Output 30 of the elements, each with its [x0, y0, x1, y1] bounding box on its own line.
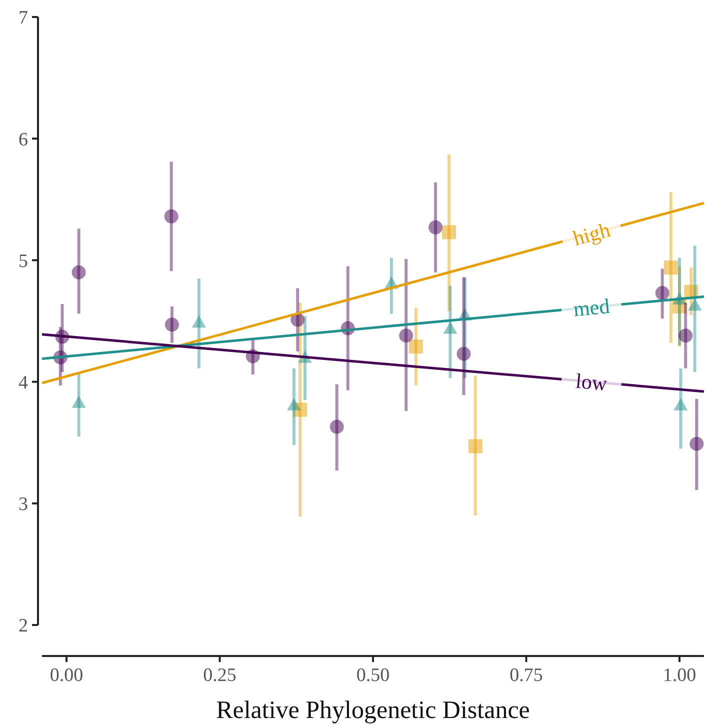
x-tick-label: 0.75: [510, 665, 543, 686]
point: [164, 209, 178, 224]
x-tick-label: 0.25: [203, 665, 236, 686]
point: [290, 312, 305, 327]
point: [164, 318, 179, 332]
y-tick-label: 5: [18, 250, 28, 272]
text: high: [570, 217, 614, 250]
point: [442, 225, 456, 240]
point: [72, 265, 86, 280]
point: [664, 260, 678, 274]
x-axis-title: Relative Phylogenetic Distance: [216, 697, 530, 724]
point: [468, 439, 482, 454]
y-tick-label: 3: [18, 494, 28, 516]
point: [330, 420, 344, 434]
x-tick-label: 0.00: [50, 665, 84, 686]
point: [456, 346, 471, 361]
point: [408, 340, 423, 354]
point: [428, 220, 443, 234]
point: [399, 328, 414, 343]
text: med: [572, 294, 612, 322]
series-label: low: [574, 368, 609, 396]
y-tick-label: 6: [18, 129, 28, 150]
y-tick-label: 2: [18, 616, 28, 637]
point: [690, 436, 704, 451]
x-tick-label: 0.50: [356, 665, 390, 686]
x-tick-label: 1.00: [662, 665, 696, 686]
point: [655, 286, 670, 300]
y-tick-label: 4: [18, 372, 28, 394]
point: [678, 328, 693, 343]
y-tick-label: 7: [18, 8, 28, 29]
